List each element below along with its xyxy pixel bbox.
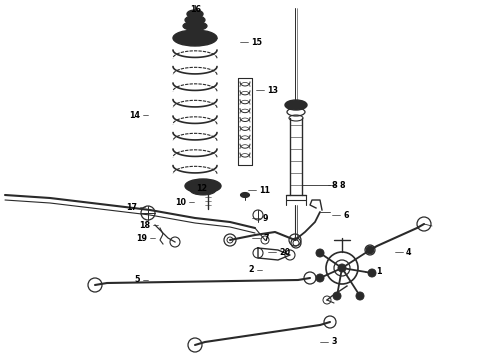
Ellipse shape xyxy=(190,185,216,195)
Ellipse shape xyxy=(241,193,249,198)
Text: 8: 8 xyxy=(339,180,344,189)
Ellipse shape xyxy=(183,22,207,31)
Text: 1: 1 xyxy=(376,267,382,276)
Text: 10: 10 xyxy=(175,198,186,207)
Ellipse shape xyxy=(204,189,212,194)
Text: 6: 6 xyxy=(343,211,348,220)
Circle shape xyxy=(316,249,324,257)
Text: 18: 18 xyxy=(139,220,150,230)
Text: 14: 14 xyxy=(129,111,140,120)
Ellipse shape xyxy=(173,30,217,46)
Text: 20: 20 xyxy=(279,248,290,257)
Circle shape xyxy=(316,274,324,282)
Text: 15: 15 xyxy=(251,37,262,46)
Text: 2: 2 xyxy=(248,266,254,274)
Text: 4: 4 xyxy=(406,248,412,257)
Ellipse shape xyxy=(177,32,213,44)
Text: 9: 9 xyxy=(263,213,269,222)
Text: 17: 17 xyxy=(126,202,137,212)
Circle shape xyxy=(368,269,376,277)
Text: 12: 12 xyxy=(196,184,207,193)
Circle shape xyxy=(338,264,346,272)
Text: 7: 7 xyxy=(263,234,269,243)
Ellipse shape xyxy=(285,100,307,110)
Text: 11: 11 xyxy=(259,185,270,194)
Text: 13: 13 xyxy=(267,86,278,95)
Text: 19: 19 xyxy=(136,234,147,243)
Circle shape xyxy=(333,292,341,300)
Text: 5: 5 xyxy=(134,275,140,284)
Circle shape xyxy=(366,246,374,254)
Ellipse shape xyxy=(187,10,203,18)
Text: 8: 8 xyxy=(332,180,338,189)
Text: 3: 3 xyxy=(331,338,337,346)
Circle shape xyxy=(356,292,364,300)
Ellipse shape xyxy=(185,15,205,24)
Text: 16: 16 xyxy=(191,5,201,14)
Ellipse shape xyxy=(185,179,221,193)
